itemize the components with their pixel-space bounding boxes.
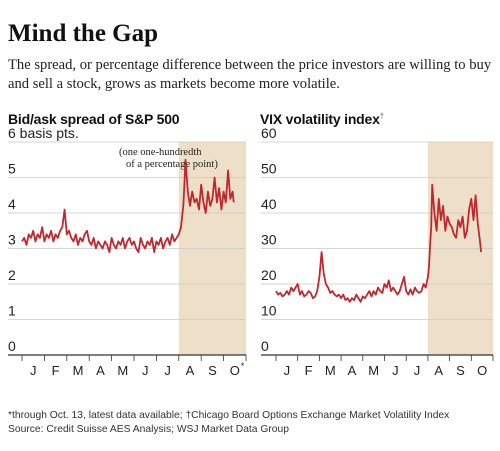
footnote-block: *through Oct. 13, latest data available;… xyxy=(8,409,496,437)
unit-note-line2: of a percentage point) xyxy=(126,159,218,170)
series-line xyxy=(21,158,235,253)
footnote-text: *through Oct. 13, latest data available;… xyxy=(8,410,450,421)
x-tick-label: J xyxy=(142,363,149,378)
subtitle: The spread, or percentage difference bet… xyxy=(8,57,492,92)
x-tick-marker: * xyxy=(241,361,245,371)
x-tick-label: M xyxy=(73,363,84,378)
spread-chart-title: Bid/ask spread of S&P 500 xyxy=(8,111,180,127)
spread-chart-title-text: Bid/ask spread of S&P 500 xyxy=(8,111,180,127)
x-tick-label: A xyxy=(348,363,357,378)
x-tick-label: J xyxy=(392,363,399,378)
x-tick-label: A xyxy=(96,363,105,378)
x-tick-label: S xyxy=(208,363,217,378)
source-text: Source: Credit Suisse AES Analysis; WSJ … xyxy=(8,424,289,435)
y-tick-label: 1 xyxy=(8,303,16,319)
y-tick-label: 0 xyxy=(8,338,16,354)
page-title: Mind the Gap xyxy=(8,20,159,47)
x-tick-label: F xyxy=(305,363,313,378)
unit-note-line1: (one one-hundredth xyxy=(119,147,202,158)
x-tick-label: M xyxy=(368,363,379,378)
vix-chart-title: VIX volatility index† xyxy=(260,111,384,127)
x-tick-label: J xyxy=(164,363,171,378)
vix-title-dagger: † xyxy=(379,111,384,121)
x-tick-label: M xyxy=(325,363,336,378)
y-tick-label: 2 xyxy=(8,267,16,283)
y-tick-label: 0 xyxy=(261,338,269,354)
y-tick-label: 50 xyxy=(261,161,277,177)
vix-chart-title-text: VIX volatility index xyxy=(260,111,380,127)
x-tick-label: J xyxy=(30,363,37,378)
x-tick-label: F xyxy=(52,363,60,378)
y-tick-label: 40 xyxy=(261,196,277,212)
x-tick-label: A xyxy=(186,363,195,378)
y-tick-label: 3 xyxy=(8,232,16,248)
x-tick-label: J xyxy=(414,363,421,378)
y-tick-label: 60 xyxy=(261,125,277,141)
x-tick-label: S xyxy=(456,363,465,378)
x-tick-label: A xyxy=(434,363,443,378)
y-tick-label: 30 xyxy=(261,232,277,248)
series-line xyxy=(275,183,482,303)
y-tick-label: 20 xyxy=(261,267,277,283)
x-tick-label: O xyxy=(477,363,487,378)
x-tick-label: J xyxy=(284,363,291,378)
y-tick-label: 10 xyxy=(261,303,277,319)
y-tick-label: 5 xyxy=(8,161,16,177)
x-tick-label: O xyxy=(230,363,240,378)
y-tick-label: 6 basis pts. xyxy=(8,125,79,141)
x-tick-label: M xyxy=(117,363,128,378)
y-tick-label: 4 xyxy=(8,196,16,212)
